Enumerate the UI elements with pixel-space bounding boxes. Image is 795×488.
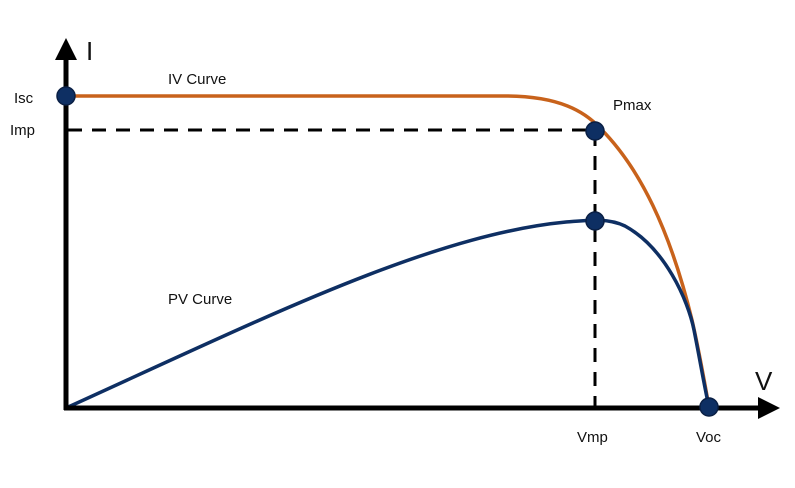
pmax-iv-marker: [585, 121, 605, 141]
pmax-pv-marker: [585, 211, 605, 231]
vmp-label: Vmp: [577, 429, 608, 446]
pv-curve: [64, 218, 711, 410]
voc-marker: [699, 397, 719, 417]
iv-curve: [64, 94, 711, 409]
voc-label: Voc: [696, 429, 722, 446]
pv-curve-label: PV Curve: [168, 291, 232, 308]
iv-curve-label: IV Curve: [168, 71, 226, 88]
pmax-label: Pmax: [613, 97, 652, 114]
x-axis-label: V: [755, 366, 773, 396]
isc-marker: [56, 86, 76, 106]
imp-label: Imp: [10, 122, 35, 139]
x-axis-arrowhead: [758, 397, 780, 419]
y-axis-arrowhead: [55, 38, 77, 60]
y-axis-label: I: [86, 36, 93, 66]
isc-label: Isc: [14, 90, 34, 107]
